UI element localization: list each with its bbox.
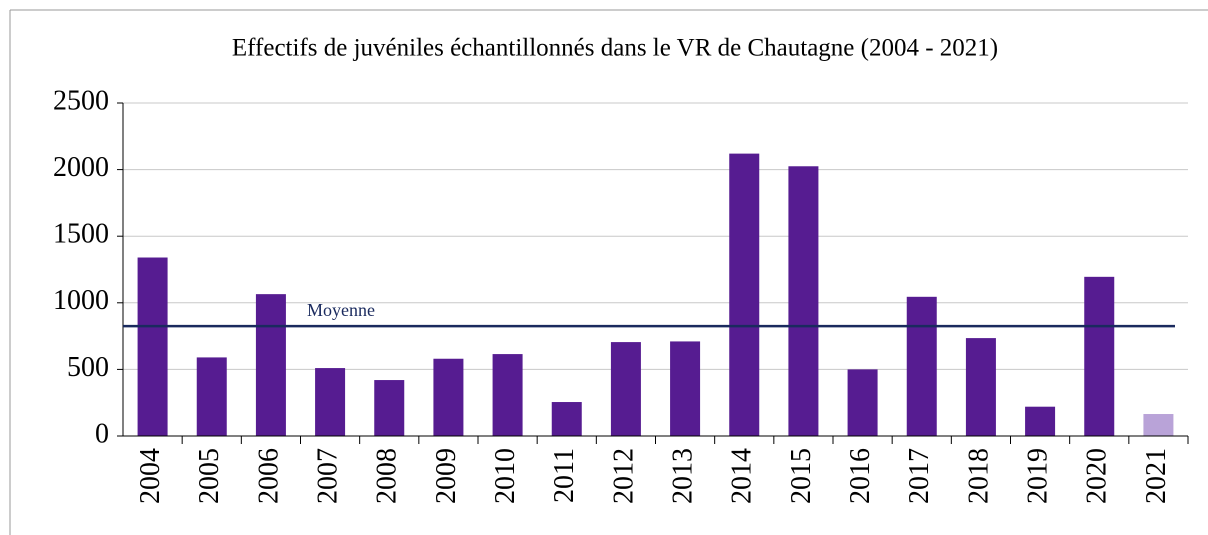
x-tick-label: 2016 (845, 448, 876, 504)
bar (1084, 276, 1115, 436)
x-tick-label: 2008 (372, 448, 403, 504)
x-tick-label: 2011 (549, 448, 580, 503)
bar (433, 358, 464, 436)
x-tick-label: 2005 (194, 448, 225, 504)
x-tick-label: 2019 (1023, 448, 1054, 504)
bar (551, 402, 582, 436)
mean-label: Moyenne (307, 300, 375, 320)
bar (1025, 406, 1056, 436)
bar (610, 342, 641, 436)
y-tick-label: 2000 (53, 152, 109, 183)
bar (196, 357, 227, 436)
bar (255, 294, 286, 436)
x-tick-label: 2012 (608, 448, 639, 504)
x-tick-label: 2007 (313, 448, 344, 504)
x-tick-label: 2006 (253, 448, 284, 504)
y-tick-label: 500 (67, 352, 109, 383)
x-tick-label: 2013 (668, 448, 699, 504)
chart-title: Effectifs de juvéniles échantillonnés da… (232, 35, 998, 62)
bar (847, 369, 878, 436)
y-tick-label: 2500 (53, 85, 109, 116)
y-tick-label: 0 (95, 418, 109, 449)
x-tick-label: 2017 (904, 448, 935, 504)
bar (1143, 414, 1174, 436)
y-tick-label: 1500 (53, 219, 109, 250)
bar (670, 341, 701, 436)
bar (374, 380, 405, 436)
bar (315, 368, 346, 436)
x-tick-label: 2014 (727, 448, 758, 504)
x-tick-label: 2021 (1141, 448, 1172, 504)
y-tick-label: 1000 (53, 285, 109, 316)
bar (788, 166, 819, 436)
x-tick-label: 2018 (963, 448, 994, 504)
bar (729, 153, 760, 436)
x-tick-label: 2004 (135, 448, 166, 504)
x-tick-label: 2009 (431, 448, 462, 504)
bar (906, 296, 937, 436)
bar (137, 257, 168, 436)
x-tick-label: 2010 (490, 448, 521, 504)
x-tick-label: 2015 (786, 448, 817, 504)
bar (492, 354, 523, 436)
x-tick-label: 2020 (1082, 448, 1113, 504)
bar (965, 338, 996, 436)
